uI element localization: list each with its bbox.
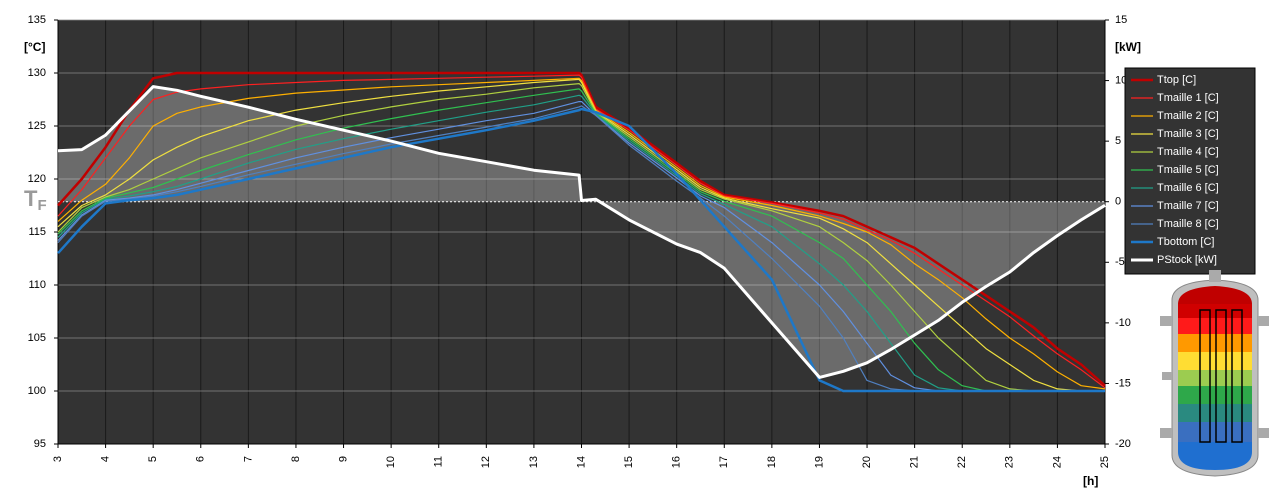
legend-box [1124,67,1256,275]
y-tick-label: 120 [28,173,46,185]
x-tick-label: 4 [99,456,111,462]
tank-layer [1178,404,1252,422]
legend-label: Tmaille 2 [C] [1157,110,1219,122]
line [57,88,1105,392]
tank-pipe [1162,372,1172,380]
y-tick-label: 135 [28,14,46,26]
tank-layer [1178,422,1252,442]
x-tick-label: 15 [623,456,635,468]
zero-label-main: T [24,186,38,211]
y-tick-label: 125 [28,120,46,132]
line [57,107,1105,393]
x-tick-label: 13 [528,456,540,468]
x-tick-label: 22 [956,456,968,468]
x-tick-label: 14 [575,456,587,468]
x-tick-label: 5 [147,456,159,462]
y2-tick-label: -20 [1115,438,1131,450]
tank-pipe [1258,428,1269,438]
y2-tick-label: 15 [1115,14,1127,26]
legend-label: Tmaille 1 [C] [1157,92,1219,104]
x-tick-label: 8 [290,456,302,462]
line [57,83,1105,392]
tank-layer [1178,386,1252,404]
y-tick-label: 130 [28,67,46,79]
y-tick-label: 105 [28,332,46,344]
line [57,78,1105,392]
tank-layer [1178,334,1252,352]
x-tick-label: 3 [52,456,64,462]
legend: Ttop [C] Tmaille 1 [C] Tmaille 2 [C] Tmaill… [1124,67,1256,275]
x-tick-label: 18 [766,456,778,468]
tank-coil [1215,309,1227,443]
tank-pipe [1160,316,1172,326]
x-tick-label: 25 [1099,456,1111,468]
line [57,71,1106,387]
line [57,74,1106,389]
y-axis-label: [°C] [24,40,45,54]
legend-label: Tmaille 5 [C] [1157,164,1219,176]
legend-label: Tmaille 6 [C] [1157,182,1219,194]
y2-tick-label: 0 [1115,196,1121,208]
x-tick-label: 10 [385,456,397,468]
y-tick-label: 95 [34,438,46,450]
y2-tick-label: 5 [1115,135,1121,147]
x-tick-label: 19 [813,456,825,468]
tank-layer [1178,304,1252,318]
x-tick-label: 12 [480,456,492,468]
legend-label: Tmaille 8 [C] [1157,218,1219,230]
zero-label: TF [24,186,47,214]
y2-tick-label: -15 [1115,377,1131,389]
x-tick-label: 24 [1051,456,1063,468]
x-tick-label: 9 [337,456,349,462]
y2-axis-label: [kW] [1115,40,1141,54]
tank-coil [1199,309,1211,443]
tank-layer [1178,352,1252,370]
tank-coil [1231,309,1243,443]
x-tick-label: 16 [671,456,683,468]
x-tick-label: 7 [242,456,254,462]
legend-label: Tbottom [C] [1157,236,1214,248]
x-tick-label: 11 [433,456,445,467]
x-tick-label: 21 [909,456,921,468]
tank-layer [1178,442,1252,470]
legend-label: Tmaille 3 [C] [1157,128,1219,140]
y2-tick-label: 10 [1115,74,1127,86]
y-tick-label: 110 [28,279,46,291]
y-tick-label: 100 [28,385,46,397]
line [57,77,1106,390]
x-axis-label: [h] [1083,474,1098,488]
y-tick-label: 115 [28,226,46,238]
tank-layer [1178,318,1252,334]
tank-layer [1178,370,1252,386]
x-tick-label: 17 [718,456,730,468]
legend-label: Ttop [C] [1157,74,1196,86]
tank-pipe [1209,270,1221,282]
storage-tank-icon [1160,270,1269,477]
tank-pipe [1160,428,1172,438]
x-tick-label: 6 [195,456,207,462]
tank-pipe [1258,316,1269,326]
x-tick-label: 20 [861,456,873,468]
y2-tick-label: -5 [1115,256,1125,268]
legend-label: Tmaille 4 [C] [1157,146,1219,158]
legend-label: Tmaille 7 [C] [1157,200,1219,212]
x-tick-label: 23 [1004,456,1016,468]
zero-label-sub: F [37,197,46,214]
y2-tick-label: -10 [1115,317,1131,329]
line [57,85,1106,379]
legend-label: PStock [kW] [1157,254,1217,266]
tank-layer [1178,286,1252,304]
